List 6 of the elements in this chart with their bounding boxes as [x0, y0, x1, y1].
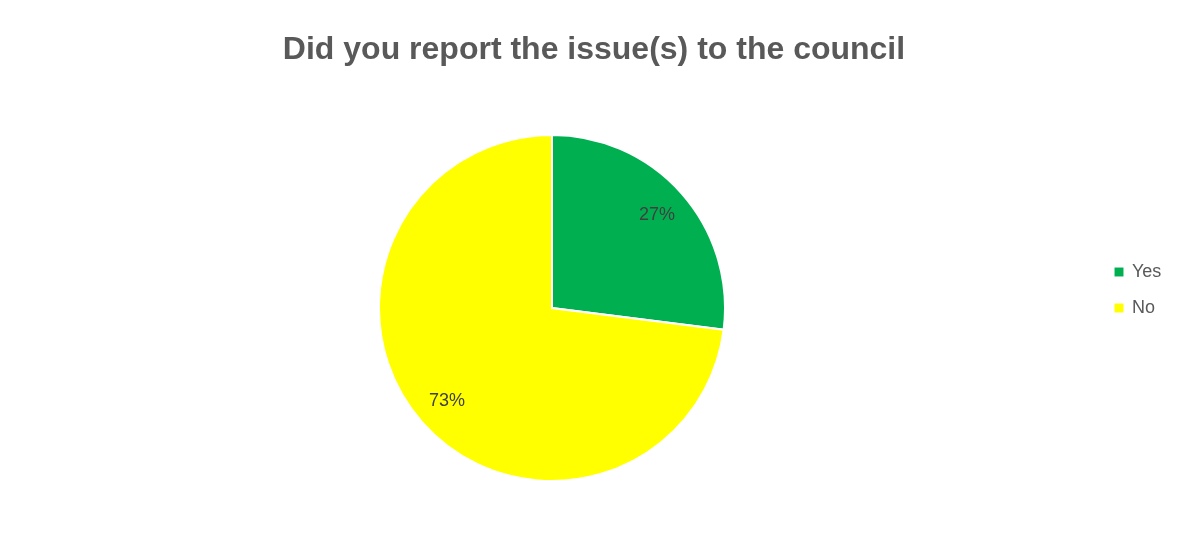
chart-title: Did you report the issue(s) to the council — [282, 30, 906, 66]
legend-label: Yes — [1132, 261, 1162, 281]
legend-label: No — [1132, 297, 1156, 317]
data-label: 27% — [639, 204, 676, 225]
pie-slice — [378, 134, 725, 482]
data-label: 73% — [428, 389, 465, 410]
